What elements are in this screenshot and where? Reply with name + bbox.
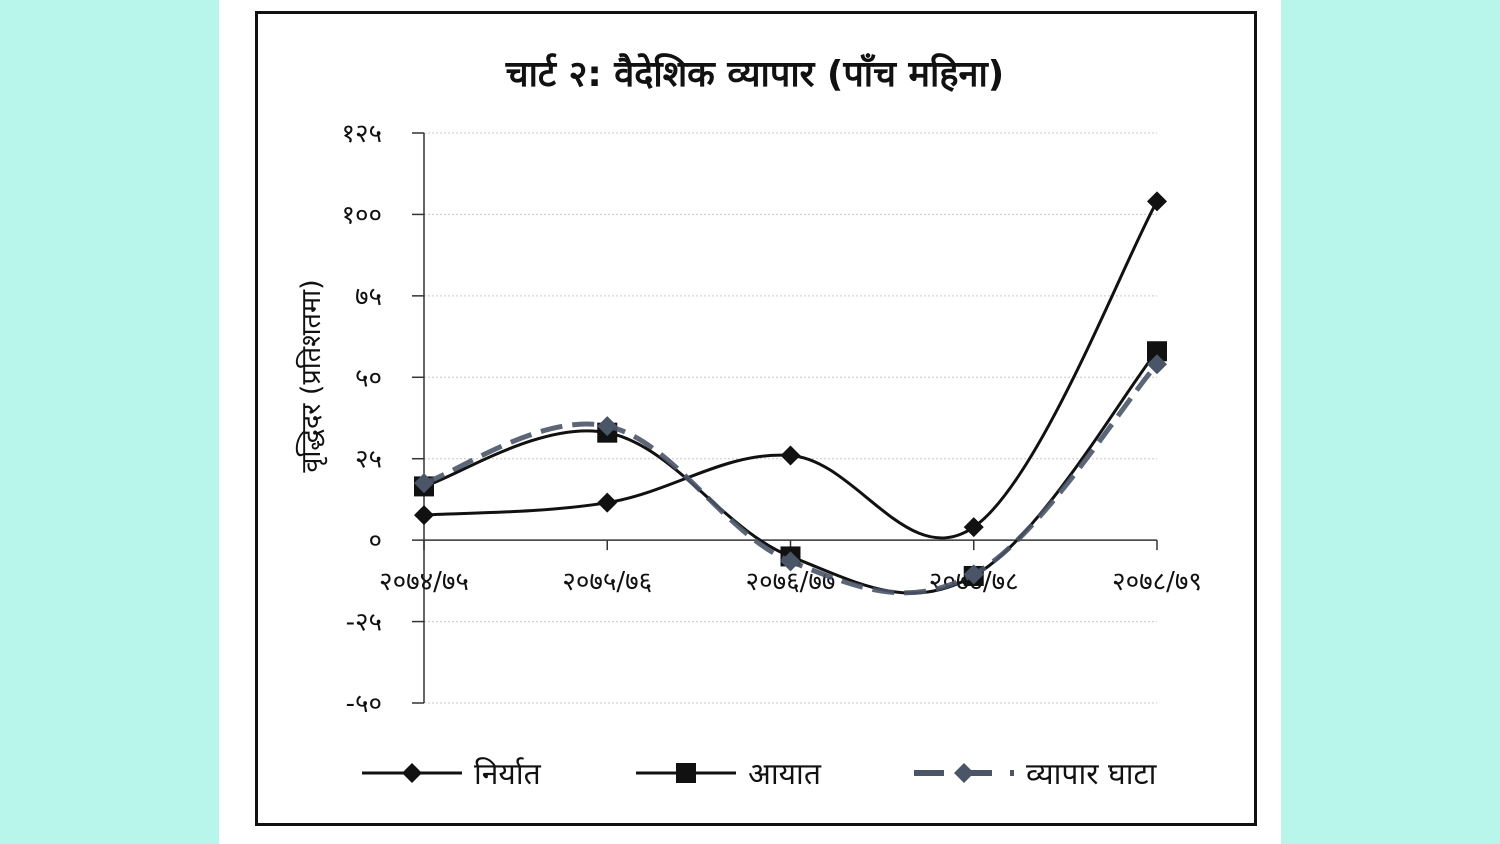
series-1-line — [423, 200, 1159, 540]
x-tick-label: २०७४/७५ — [379, 567, 469, 597]
y-tick-label: २५ — [355, 445, 382, 475]
legend-marker — [402, 763, 422, 783]
x-tick-label: २०७५/७६ — [562, 567, 652, 597]
series-1-point — [963, 517, 984, 538]
legend-item-2: आयात — [636, 757, 822, 792]
series-1 — [414, 191, 1167, 540]
legend-marker — [676, 763, 696, 783]
series-1-point — [597, 492, 618, 513]
legend-item-1: निर्यात — [362, 757, 542, 792]
legend-marker — [954, 763, 974, 783]
legend: निर्यात आयात व्यापार घाटा — [362, 757, 1158, 792]
x-tick-label: २०७८/७९ — [1112, 567, 1202, 597]
y-tick-label: १०० — [341, 200, 382, 230]
series-3-point — [597, 416, 618, 437]
series-1-point — [780, 445, 801, 466]
series-3-point — [414, 473, 434, 494]
y-tick-label: -२५ — [346, 608, 382, 638]
y-tick-label: ७५ — [355, 282, 382, 312]
axes — [412, 132, 1158, 704]
grid-lines — [424, 132, 1157, 704]
series-2-point — [1147, 341, 1167, 362]
series-group — [414, 191, 1167, 596]
chart-frame — [255, 11, 1257, 826]
chart-title: चार्ट २: वैदेशिक व्यापार (पाँच महिना) — [505, 53, 1005, 95]
legend-label: आयात — [748, 757, 822, 792]
y-tick-labels: -५० -२५ ० २५ ५० ७५ १०० १२५ — [341, 119, 382, 719]
series-3-point — [1147, 354, 1167, 375]
series-3 — [414, 354, 1167, 596]
y-tick-label: १२५ — [341, 119, 382, 149]
y-tick-label: ० — [368, 526, 382, 556]
y-tick-label: -५० — [346, 689, 382, 719]
y-axis-label: वृद्धिदर (प्रतिशतमा) — [295, 279, 328, 472]
legend-label: निर्यात — [474, 757, 542, 792]
series-3-point — [780, 551, 801, 572]
series-1-point — [414, 505, 434, 526]
y-tick-label: ५० — [355, 363, 382, 393]
legend-item-3: व्यापार घाटा — [914, 757, 1158, 792]
series-1-point — [1147, 191, 1167, 212]
series-3-point — [963, 564, 984, 585]
legend-label: व्यापार घाटा — [1026, 757, 1158, 792]
